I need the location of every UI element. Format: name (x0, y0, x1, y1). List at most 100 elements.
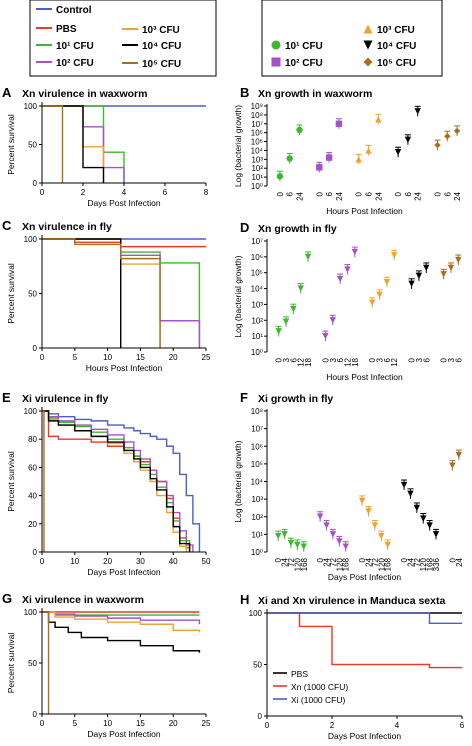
x-tick-label: 6 (286, 191, 295, 196)
series-line (42, 238, 122, 348)
y-tick-label: 50 (28, 141, 37, 150)
x-tick-label: 6 (383, 357, 392, 362)
x-tick-label: 6 (163, 188, 168, 197)
x-tick-label: 24 (455, 557, 464, 566)
legend-label: 10⁵ CFU (377, 58, 416, 69)
panel-C: C Xn virulence in fly 0 50 100 0 5 10 15 20 25 Hour… (2, 218, 211, 373)
x-tick-label: 0 (400, 557, 409, 562)
x-tick-label: 6 (460, 721, 465, 730)
x-tick-label: 10 (70, 557, 79, 566)
panel-label: D (240, 220, 249, 235)
legend-label: 10⁵ CFU (142, 59, 181, 70)
x-tick-label: 72 (329, 557, 338, 566)
data-point (455, 451, 463, 459)
data-point (282, 318, 290, 326)
y-tick-label: 100 (24, 102, 38, 111)
x-tick-label: 0 (315, 191, 324, 196)
legend-label: 10³ CFU (377, 25, 415, 36)
panel-G: G Xi virulence in waxworm 0 50 100 0 5 10 15 20 25… (2, 591, 211, 739)
legend-label: 10¹ CFU (56, 41, 94, 52)
data-point (423, 264, 430, 272)
panel-title: Xn virulence in waxworm (22, 88, 147, 100)
x-tick-label: 0 (316, 557, 325, 562)
y-tick-label: 50 (253, 661, 262, 670)
x-tick-label: 24 (374, 191, 383, 200)
x-tick-label: 25 (202, 353, 211, 362)
x-tick-label: 168 (426, 557, 435, 571)
y-tick-label: 50 (28, 290, 37, 299)
y-tick-label: 10⁶ (251, 442, 263, 451)
series-line (42, 410, 201, 552)
data-point (325, 154, 333, 161)
legend-right-frame (261, 0, 443, 77)
data-point (281, 531, 288, 538)
x-axis-title: Days Post Infection (87, 729, 161, 739)
legend-label: Xi (1000 CFU) (291, 695, 345, 705)
x-tick-label: 2 (81, 188, 86, 197)
panel-title: Xi virulence in fly (22, 393, 109, 405)
x-tick-label: 24 (335, 191, 344, 200)
y-tick-label: 10³ (251, 495, 263, 504)
series-line (42, 410, 191, 552)
x-tick-label: 10 (103, 353, 112, 362)
x-tick-label: 4 (395, 721, 400, 730)
data-point (453, 127, 461, 135)
series-line (42, 410, 45, 552)
y-tick-label: 100 (249, 609, 263, 618)
panel-title: Xn growth in fly (258, 223, 337, 235)
y-tick-label: 100 (24, 235, 38, 244)
data-point (391, 252, 398, 259)
series-line (42, 238, 161, 348)
y-tick-label: 10⁵ (251, 269, 263, 278)
data-point (344, 266, 351, 273)
data-point (384, 541, 391, 549)
y-tick-label: 10⁸ (251, 111, 263, 120)
panel-title: Xn growth in waxworm (258, 88, 372, 100)
legend-label: 10² CFU (285, 58, 323, 69)
y-tick-label: 100 (24, 608, 38, 617)
x-tick-label: 6 (289, 357, 298, 362)
y-tick-label: 10⁸ (251, 407, 263, 416)
x-tick-label: 168 (384, 557, 393, 571)
x-tick-label: 0 (275, 357, 284, 362)
x-tick-label: 24 (296, 191, 305, 200)
x-tick-label: 5 (73, 353, 78, 362)
y-tick-label: 10⁶ (251, 253, 263, 262)
x-tick-label: 40 (169, 557, 178, 566)
x-tick-label: 24 (414, 191, 423, 200)
y-tick-label: 40 (28, 492, 37, 501)
data-point (371, 522, 379, 529)
y-tick-label: 10¹ (251, 173, 263, 182)
x-tick-label: 20 (169, 719, 178, 728)
x-tick-label: 18 (351, 357, 360, 366)
x-tick-label: 2 (330, 721, 335, 730)
y-tick-label: 10⁵ (251, 460, 263, 469)
x-tick-label: 3 (415, 357, 424, 362)
legend-marker (363, 40, 373, 50)
series-line (42, 611, 201, 633)
data-point (440, 271, 447, 278)
series-line (42, 611, 201, 653)
x-axis-title: Hours Post Infection (326, 206, 403, 216)
data-point (414, 108, 421, 115)
data-point (358, 497, 366, 505)
x-tick-label: 24 (281, 557, 290, 566)
x-tick-label: 0 (40, 557, 45, 566)
y-tick-label: 10³ (251, 155, 263, 164)
data-point (335, 120, 343, 127)
x-tick-label: 0 (274, 557, 283, 562)
legend-label: Control (56, 5, 92, 16)
data-point (455, 256, 462, 264)
x-axis-title: Days Post Infection (87, 198, 161, 208)
x-tick-label: 0 (440, 357, 449, 362)
y-tick-label: 20 (28, 520, 37, 529)
y-tick-label: 50 (28, 659, 37, 668)
x-tick-label: 12 (343, 357, 352, 366)
panel-label: A (2, 85, 12, 100)
series-line (267, 612, 462, 624)
x-tick-label: 12 (297, 357, 306, 366)
x-tick-label: 0 (368, 357, 377, 362)
